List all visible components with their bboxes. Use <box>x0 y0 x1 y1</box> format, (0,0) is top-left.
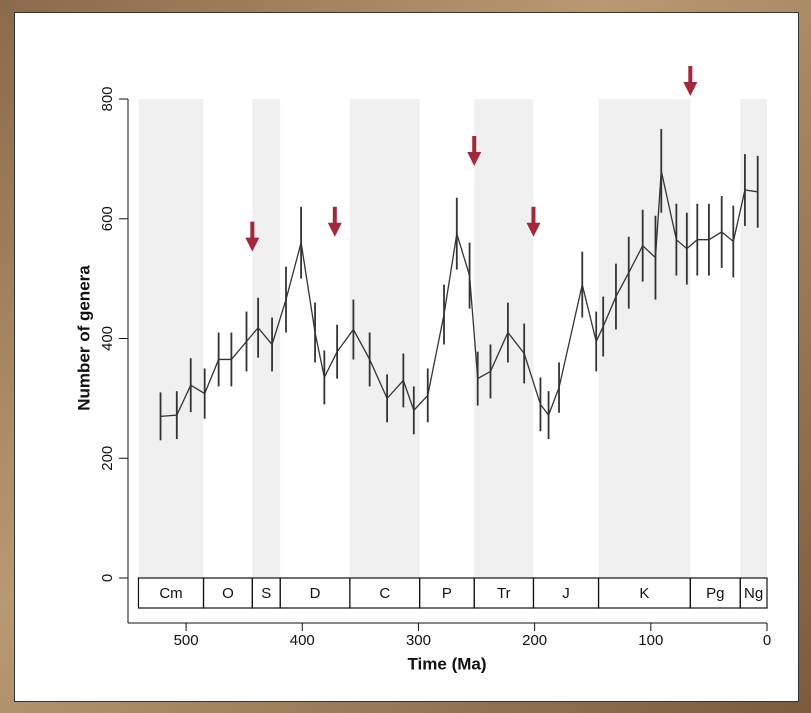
y-tick-label: 400 <box>99 326 116 351</box>
period-label: K <box>639 585 649 602</box>
extinction-arrow <box>327 206 342 237</box>
period-label: J <box>562 585 570 602</box>
extinction-arrow <box>467 136 482 167</box>
x-tick-label: 500 <box>174 632 199 649</box>
period-shade <box>349 99 420 578</box>
extinction-arrow <box>683 66 698 97</box>
extinction-arrow <box>526 206 541 237</box>
y-tick-label: 0 <box>99 574 116 582</box>
period-label: C <box>379 585 390 602</box>
period-label: P <box>442 585 452 602</box>
period-label: O <box>222 585 234 602</box>
y-tick-label: 200 <box>99 446 116 471</box>
y-tick-label: 800 <box>99 86 116 111</box>
x-tick-label: 0 <box>763 632 771 649</box>
x-tick-label: 100 <box>638 632 663 649</box>
x-axis-label: Time (Ma) <box>407 654 486 673</box>
period-label: Ng <box>744 585 763 602</box>
period-shade <box>598 99 691 578</box>
period-label: S <box>261 585 271 602</box>
period-label: Pg <box>706 585 724 602</box>
data-line <box>160 170 758 417</box>
extinction-arrow <box>245 221 260 252</box>
x-tick-label: 300 <box>406 632 431 649</box>
y-tick-label: 600 <box>99 206 116 231</box>
period-label: D <box>310 585 321 602</box>
period-label: Cm <box>159 585 182 602</box>
period-shade <box>138 99 204 578</box>
x-tick-label: 200 <box>522 632 547 649</box>
period-label: Tr <box>497 585 511 602</box>
y-axis-label: Number of genera <box>74 265 93 411</box>
period-box <box>739 577 768 609</box>
x-tick-label: 400 <box>290 632 315 649</box>
